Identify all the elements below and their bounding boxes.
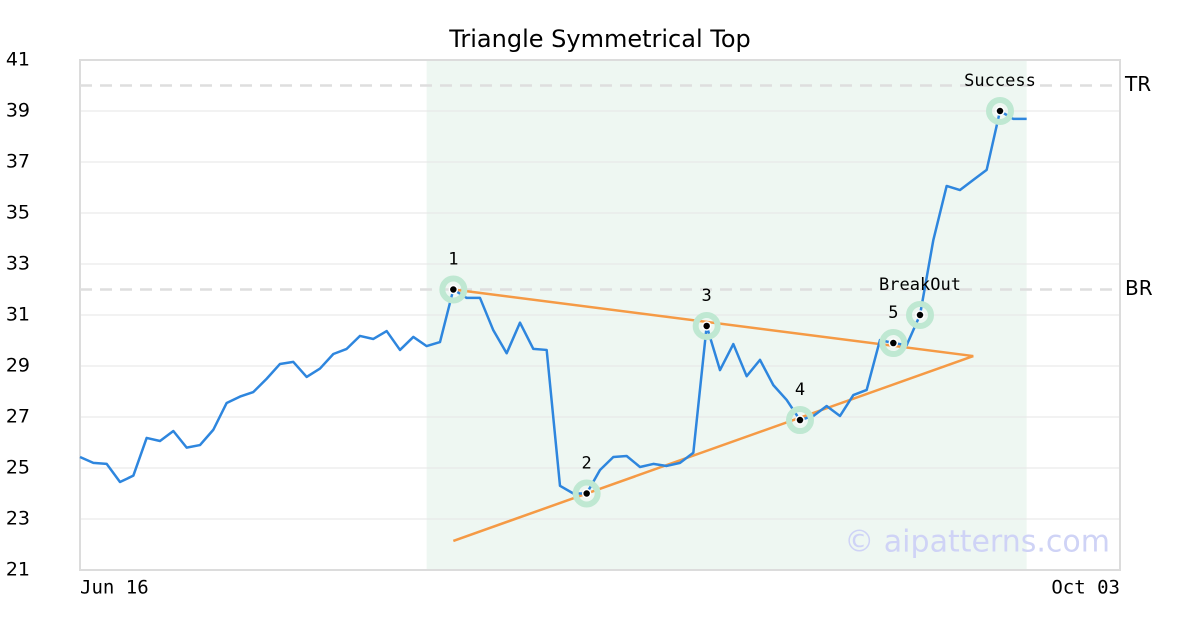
chart-title: Triangle Symmetrical Top: [448, 25, 751, 53]
pattern-point: [915, 310, 925, 320]
pattern-label: 1: [448, 250, 458, 270]
pattern-point: [581, 488, 592, 499]
trendline: [453, 288, 974, 358]
pattern-point-halo: [879, 329, 908, 358]
plot-frame: [79, 59, 1121, 571]
y-tick-label: 37: [6, 151, 30, 173]
y-tick-label: 27: [6, 406, 30, 428]
x-tick-label: Oct 03: [1051, 577, 1120, 599]
x-tick-label: Jun 16: [80, 577, 149, 599]
pattern-point-halo: [439, 275, 468, 304]
y-tick-label: 25: [6, 457, 30, 479]
pattern-label: 3: [702, 286, 712, 306]
pattern-point: [448, 284, 459, 295]
pattern-point-halo: [986, 97, 1014, 125]
pattern-label: 5: [888, 303, 898, 323]
pattern-label: 2: [582, 454, 592, 474]
pattern-point-halo: [572, 479, 601, 508]
pattern-point: [795, 415, 805, 425]
pattern-label: BreakOut: [879, 275, 961, 295]
pattern-point: [701, 321, 712, 331]
reference-label: BR: [1125, 276, 1153, 300]
pattern-point-halo: [906, 301, 934, 329]
pattern-label: Success: [964, 71, 1036, 91]
y-tick-label: 31: [6, 304, 30, 326]
y-tick-label: 35: [6, 202, 30, 224]
pattern-point: [995, 106, 1005, 116]
y-tick-label: 21: [6, 559, 30, 581]
pattern-point-halo: [786, 406, 814, 435]
y-tick-label: 39: [6, 100, 30, 122]
y-tick-label: 23: [6, 508, 30, 530]
y-tick-label: 29: [6, 355, 30, 377]
y-tick-label: 41: [6, 49, 30, 71]
pattern-label: 4: [795, 380, 805, 400]
trendline: [452, 354, 974, 543]
pattern-point-halo: [692, 311, 721, 340]
reference-label: TR: [1124, 72, 1151, 96]
watermark: © aipatterns.com: [844, 525, 1110, 560]
price-line: [79, 109, 1027, 495]
y-tick-label: 33: [6, 253, 30, 275]
pattern-point: [888, 338, 899, 348]
